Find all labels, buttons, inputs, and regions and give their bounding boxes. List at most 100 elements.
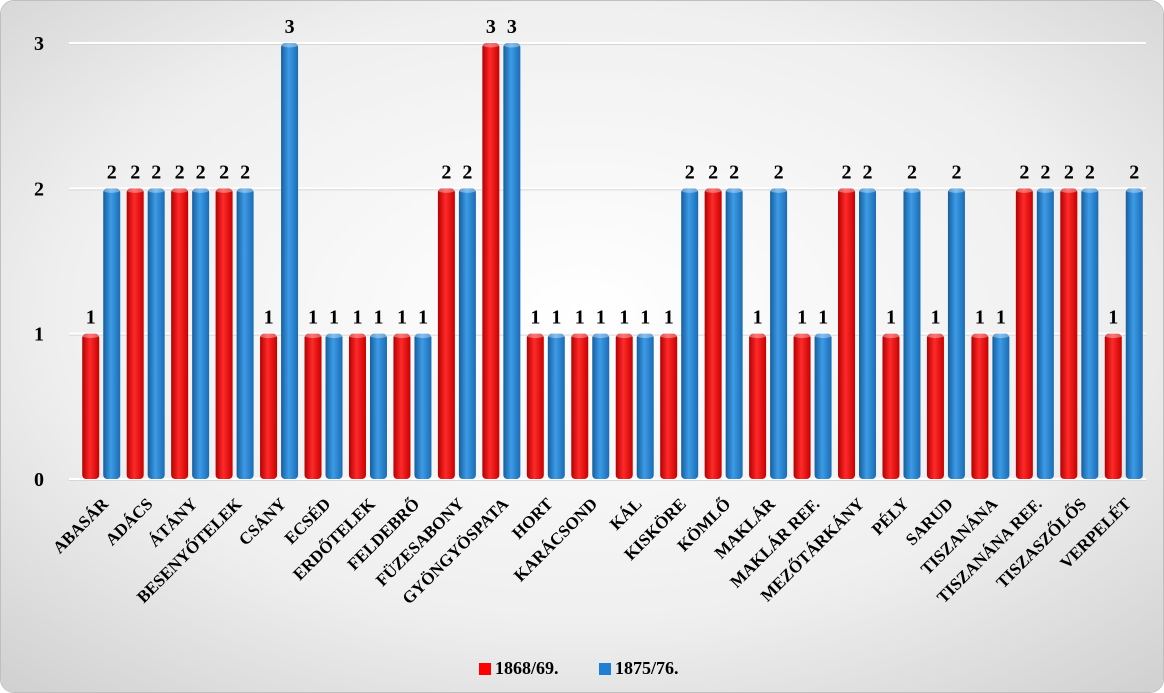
bar-cap bbox=[926, 333, 944, 339]
bar-cap bbox=[348, 333, 366, 339]
bar-series-1 bbox=[260, 333, 278, 479]
bar-cap bbox=[126, 187, 144, 193]
data-label: 1 bbox=[418, 307, 428, 329]
bar-cap bbox=[749, 333, 767, 339]
bar-cap bbox=[103, 187, 121, 193]
y-tick-label: 0 bbox=[34, 469, 44, 491]
bar-series-1 bbox=[126, 188, 144, 480]
data-label: 1 bbox=[619, 307, 629, 329]
bar-series-1 bbox=[171, 188, 189, 480]
bar-series-2 bbox=[236, 188, 254, 480]
bar-cap bbox=[215, 187, 233, 193]
bar-series-1 bbox=[1104, 333, 1122, 479]
legend-entry: 1875/76. bbox=[615, 658, 679, 678]
data-label: 1 bbox=[930, 307, 940, 329]
bar-series-2 bbox=[770, 188, 788, 480]
data-label: 2 bbox=[240, 161, 250, 183]
bar-series-1 bbox=[971, 333, 989, 479]
bar-cap bbox=[838, 187, 856, 193]
bar-series-1 bbox=[1060, 188, 1078, 480]
bar-series-2 bbox=[859, 188, 877, 480]
data-label: 2 bbox=[196, 161, 206, 183]
bar-series-2 bbox=[414, 333, 432, 479]
data-label: 3 bbox=[285, 16, 295, 38]
data-label: 2 bbox=[130, 161, 140, 183]
bar-cap bbox=[236, 187, 254, 193]
data-label: 3 bbox=[507, 16, 517, 38]
bar-series-2 bbox=[947, 188, 965, 480]
bar-cap bbox=[814, 333, 832, 339]
bar-series-1 bbox=[660, 333, 678, 479]
data-label: 3 bbox=[486, 16, 496, 38]
legend-entry: 1868/69. bbox=[495, 658, 559, 678]
bar-cap bbox=[304, 333, 322, 339]
bar-series-1 bbox=[482, 43, 500, 479]
bar-cap bbox=[1036, 187, 1054, 193]
bar-series-2 bbox=[1081, 188, 1099, 480]
data-label: 2 bbox=[1040, 161, 1050, 183]
bar-cap bbox=[660, 333, 678, 339]
y-tick-label: 1 bbox=[34, 324, 44, 346]
bar-series-1 bbox=[704, 188, 722, 480]
data-label: 1 bbox=[664, 307, 674, 329]
data-label: 2 bbox=[1019, 161, 1029, 183]
bar-cap bbox=[1015, 187, 1033, 193]
bar-series-1 bbox=[437, 188, 455, 480]
bar-cap bbox=[1125, 187, 1143, 193]
y-tick-label: 2 bbox=[34, 178, 44, 200]
data-label: 2 bbox=[774, 161, 784, 183]
bar-cap bbox=[971, 333, 989, 339]
y-tick-label: 3 bbox=[34, 33, 44, 55]
bar-series-2 bbox=[1036, 188, 1054, 480]
bar-series-2 bbox=[1125, 188, 1143, 480]
data-label: 1 bbox=[308, 307, 318, 329]
bar-cap bbox=[681, 187, 699, 193]
bar-series-2 bbox=[369, 333, 387, 479]
bar-series-2 bbox=[147, 188, 165, 480]
bar-series-2 bbox=[725, 188, 743, 480]
data-label: 1 bbox=[373, 307, 383, 329]
bar-cap bbox=[615, 333, 633, 339]
data-label: 1 bbox=[575, 307, 585, 329]
bar-cap bbox=[458, 187, 476, 193]
bar-cap bbox=[725, 187, 743, 193]
data-label: 1 bbox=[640, 307, 650, 329]
data-label: 2 bbox=[151, 161, 161, 183]
data-label: 2 bbox=[863, 161, 873, 183]
bar-cap bbox=[414, 333, 432, 339]
bar-cap bbox=[503, 42, 521, 48]
bar-series-2 bbox=[192, 188, 210, 480]
data-label: 2 bbox=[1064, 161, 1074, 183]
bar-cap bbox=[192, 187, 210, 193]
bar-cap bbox=[636, 333, 654, 339]
bar-cap bbox=[947, 187, 965, 193]
bar-series-2 bbox=[458, 188, 476, 480]
bar-cap bbox=[281, 42, 299, 48]
bar-cap bbox=[325, 333, 343, 339]
data-label: 2 bbox=[1129, 161, 1139, 183]
bar-series-2 bbox=[903, 188, 921, 480]
bar-series-2 bbox=[636, 333, 654, 479]
bar-cap bbox=[437, 187, 455, 193]
data-label: 2 bbox=[462, 161, 472, 183]
bar-series-2 bbox=[547, 333, 565, 479]
data-label: 1 bbox=[264, 307, 274, 329]
bar-series-2 bbox=[681, 188, 699, 480]
bar-cap bbox=[859, 187, 877, 193]
y-axis-ticks: 0 1 2 3 bbox=[34, 33, 44, 491]
bar-cap bbox=[571, 333, 589, 339]
bar-cap bbox=[369, 333, 387, 339]
bar-series-1 bbox=[1015, 188, 1033, 480]
bar-cap bbox=[526, 333, 544, 339]
bar-series-2 bbox=[992, 333, 1010, 479]
bar-series-1 bbox=[215, 188, 233, 480]
bar-cap bbox=[82, 333, 100, 339]
data-label: 1 bbox=[1108, 307, 1118, 329]
bar-cap bbox=[882, 333, 900, 339]
bar-cap bbox=[1081, 187, 1099, 193]
data-label: 2 bbox=[907, 161, 917, 183]
bar-series-1 bbox=[526, 333, 544, 479]
